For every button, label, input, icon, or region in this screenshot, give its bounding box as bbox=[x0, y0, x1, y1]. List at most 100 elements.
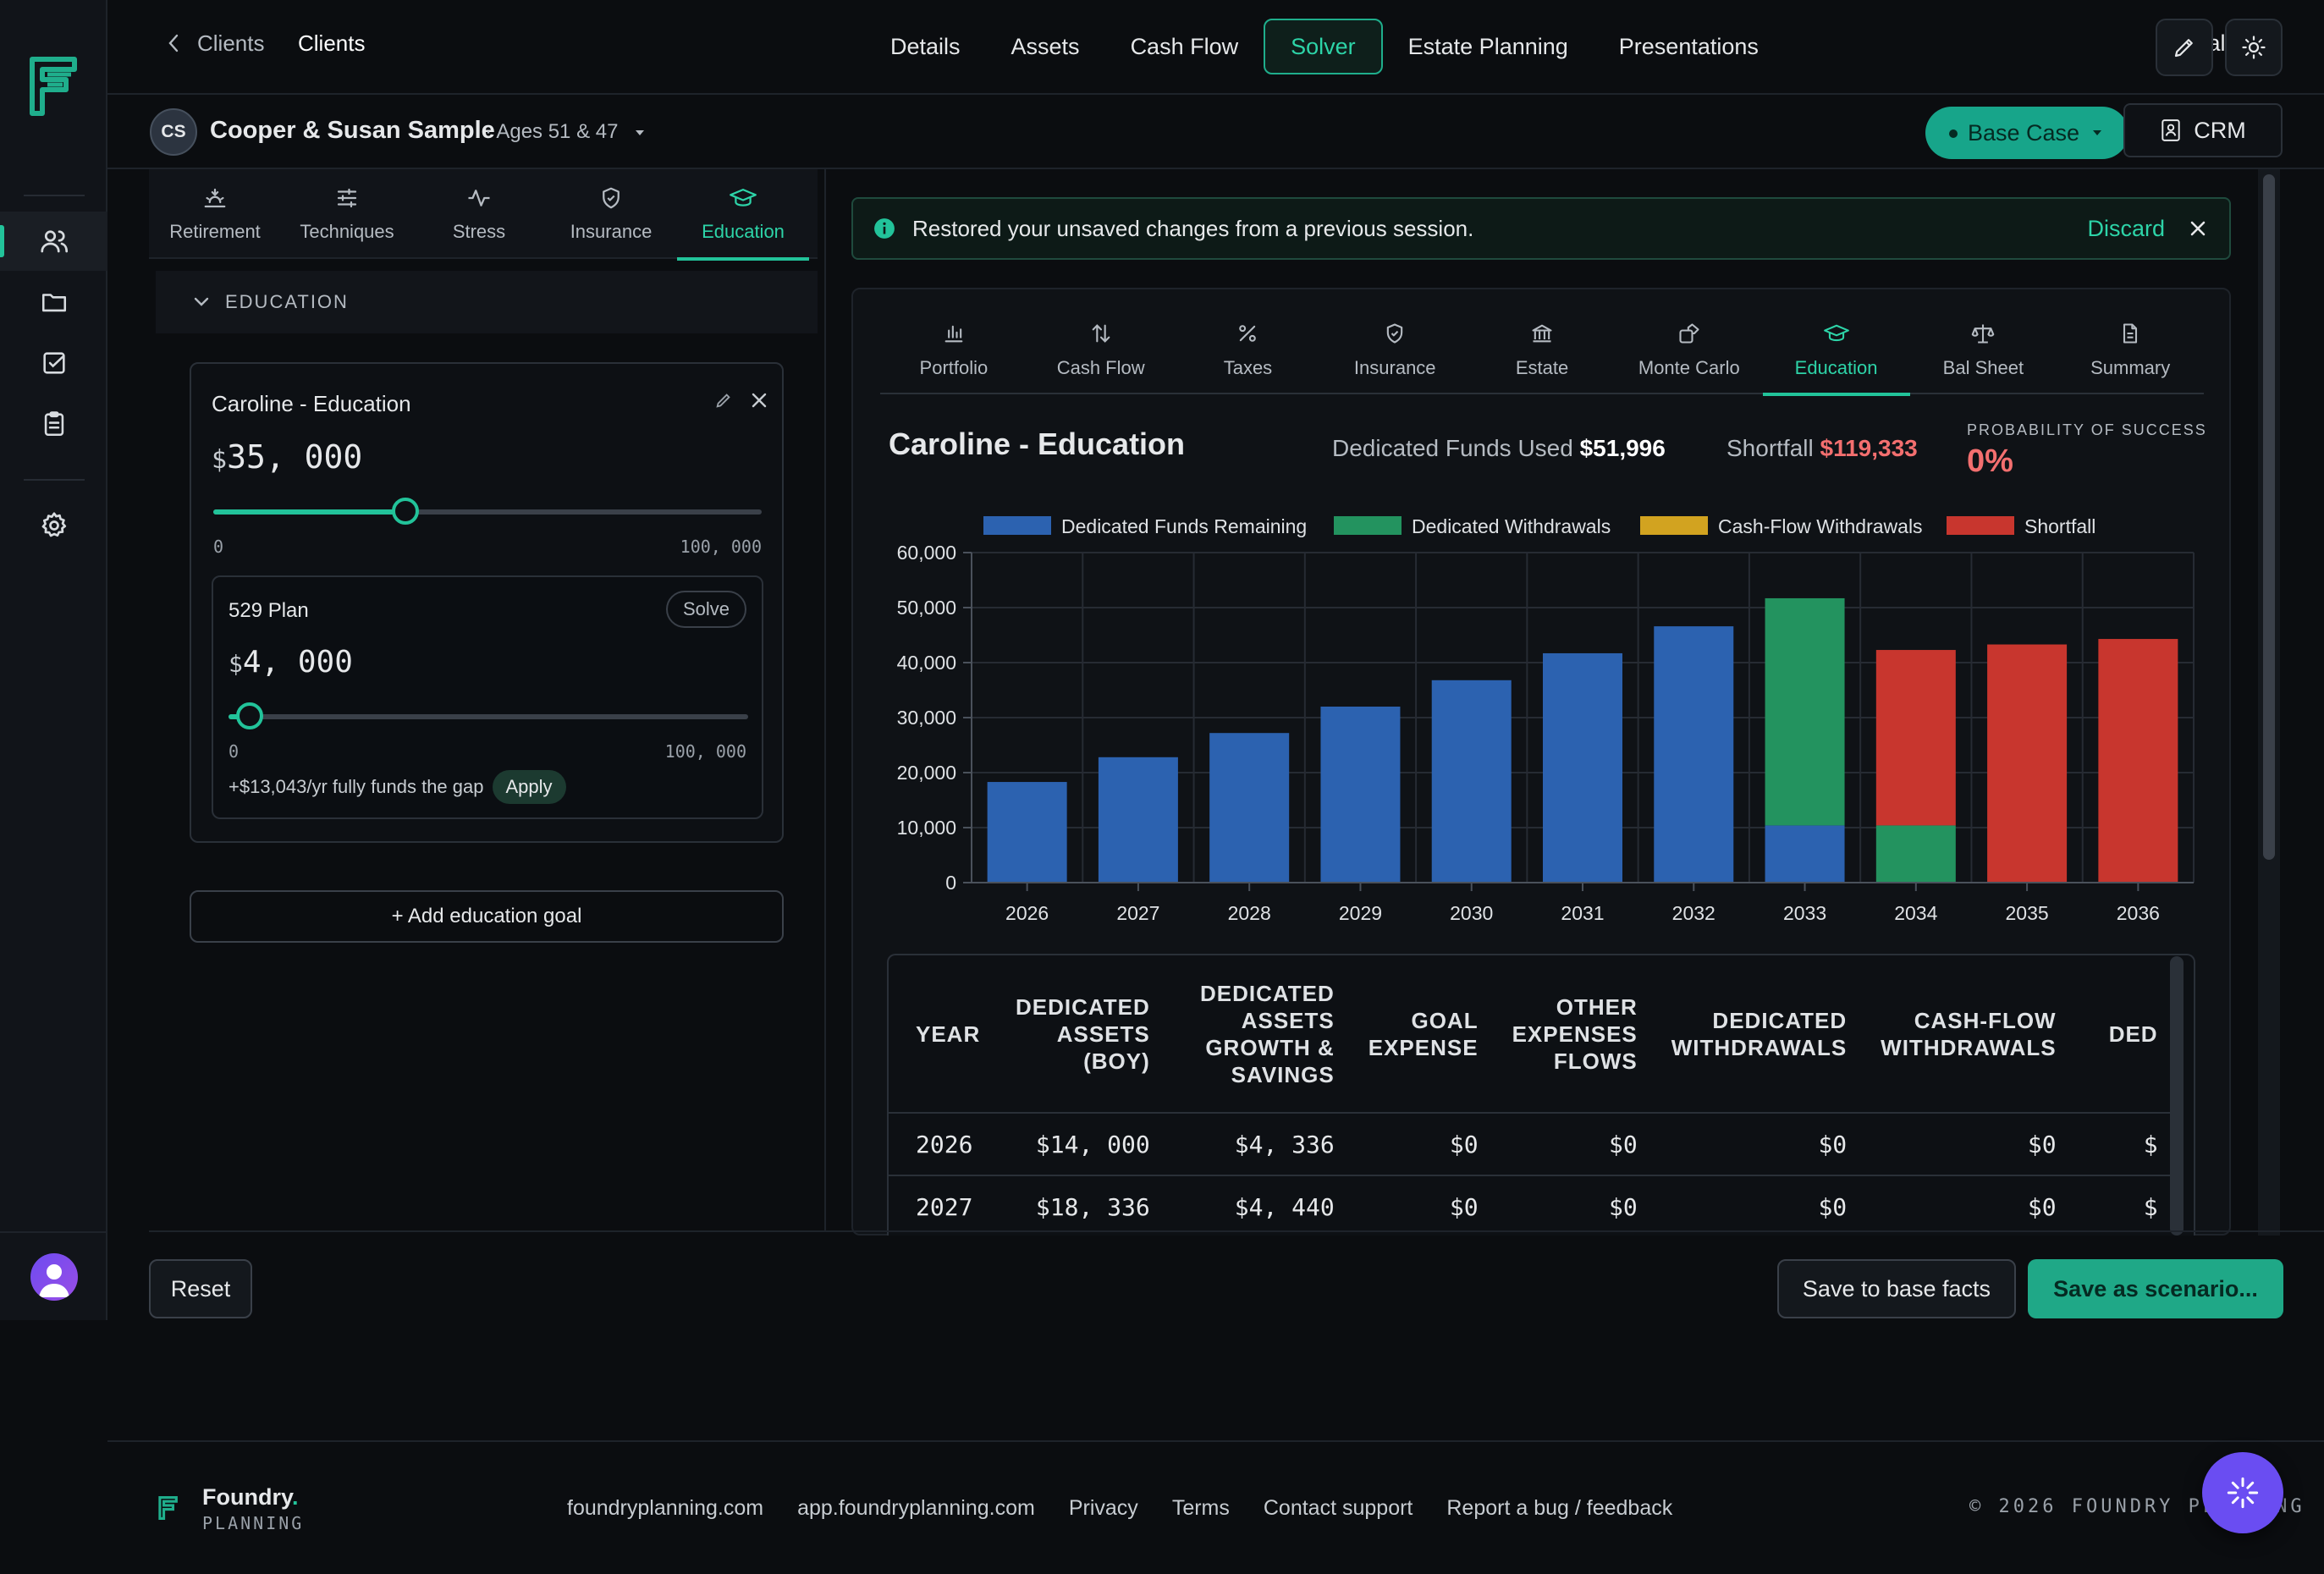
footer-link[interactable]: Report a bug / feedback bbox=[1446, 1496, 1673, 1520]
plan-amount: 4, 000 bbox=[242, 645, 353, 680]
site-footer: Foundry. PLANNING foundryplanning.com ap… bbox=[107, 1440, 2324, 1574]
goal-amount-slider[interactable] bbox=[213, 498, 762, 525]
goal-slider-thumb[interactable] bbox=[391, 498, 419, 525]
dedicated-funds-kpi: Dedicated Funds Used $51,996 bbox=[1332, 435, 1666, 462]
remove-goal-close-icon[interactable] bbox=[750, 391, 768, 410]
table-header-line: GOAL bbox=[1411, 1007, 1479, 1033]
result-tab-monte-carlo[interactable]: Monte Carlo bbox=[1616, 289, 1763, 394]
client-name[interactable]: Cooper & Susan Sample bbox=[210, 117, 495, 144]
table-cell: $ bbox=[2073, 1113, 2175, 1176]
result-tab-bal-sheet[interactable]: Bal Sheet bbox=[1909, 289, 2057, 394]
result-tab-estate[interactable]: Estate bbox=[1468, 289, 1616, 394]
edit-button[interactable] bbox=[2156, 19, 2213, 76]
panel-scrollbar-thumb[interactable] bbox=[2263, 174, 2275, 860]
tab-estate-planning[interactable]: Estate Planning bbox=[1407, 33, 1568, 59]
rail-files[interactable] bbox=[0, 272, 107, 332]
subtab-retirement[interactable]: Retirement bbox=[149, 169, 281, 259]
save-as-scenario-button[interactable]: Save as scenario... bbox=[2028, 1259, 2283, 1318]
table-header-cell[interactable]: DEDICATED WITHDRAWALS bbox=[1654, 955, 1864, 1114]
result-tab-portfolio[interactable]: Portfolio bbox=[880, 289, 1027, 394]
rail-settings[interactable] bbox=[0, 496, 107, 555]
dice-icon bbox=[1679, 323, 1699, 344]
table-header-cell[interactable]: DED bbox=[2073, 955, 2175, 1114]
rail-clients[interactable] bbox=[0, 212, 107, 271]
result-tab-taxes[interactable]: Taxes bbox=[1175, 289, 1322, 394]
goal-amount-field[interactable]: $35, 000 bbox=[212, 438, 362, 476]
table-header-cell[interactable]: GOAL EXPENSE bbox=[1351, 955, 1495, 1114]
crm-button[interactable]: CRM bbox=[2123, 103, 2283, 157]
plan-slider-thumb[interactable] bbox=[235, 702, 263, 729]
theme-toggle-button[interactable] bbox=[2225, 19, 2283, 76]
info-icon bbox=[874, 218, 895, 239]
footer-link[interactable]: Privacy bbox=[1068, 1496, 1138, 1520]
plan-amount-field[interactable]: $4, 000 bbox=[229, 645, 353, 680]
footer-brand-dot: . bbox=[291, 1484, 299, 1510]
bank-icon bbox=[1532, 324, 1552, 343]
goal-title: Caroline - Education bbox=[212, 391, 411, 416]
education-section-header[interactable]: EDUCATION bbox=[156, 271, 818, 333]
close-banner-icon[interactable] bbox=[2189, 219, 2207, 238]
table-header-cell[interactable]: YEAR bbox=[889, 955, 999, 1114]
table-cell: $0 bbox=[1351, 1113, 1495, 1176]
table-header-line: DEDICATED bbox=[1016, 993, 1150, 1020]
table-cell: $ bbox=[2073, 1175, 2175, 1236]
save-to-base-facts-button[interactable]: Save to base facts bbox=[1777, 1259, 2016, 1318]
back-chevron-icon[interactable] bbox=[167, 34, 180, 52]
scenario-select[interactable]: Base Case bbox=[1925, 107, 2129, 159]
bar-segment bbox=[1987, 644, 2068, 883]
table-scrollbar[interactable] bbox=[2170, 956, 2184, 1236]
apply-button[interactable]: Apply bbox=[492, 770, 566, 804]
legend-swatch bbox=[983, 516, 1051, 535]
table-header-line: EXPENSES bbox=[1512, 1021, 1638, 1047]
table-header-cell[interactable]: DEDICATED ASSETS GROWTH & SAVINGS bbox=[1166, 955, 1352, 1114]
subtab-insurance[interactable]: Insurance bbox=[545, 169, 677, 259]
footer-link[interactable]: foundryplanning.com bbox=[567, 1496, 764, 1520]
edit-goal-pencil-icon[interactable] bbox=[714, 391, 733, 410]
table-header-cell[interactable]: DEDICATED ASSETS (BOY) bbox=[999, 955, 1167, 1114]
tab-presentations[interactable]: Presentations bbox=[1618, 33, 1759, 59]
result-tab-summary[interactable]: Summary bbox=[2057, 289, 2204, 394]
result-tab-cash-flow[interactable]: Cash Flow bbox=[1027, 289, 1175, 394]
folder-icon bbox=[41, 294, 66, 312]
rail-tasks[interactable] bbox=[0, 333, 107, 393]
solve-button[interactable]: Solve bbox=[665, 591, 746, 628]
table-cell: 2026 bbox=[889, 1113, 999, 1176]
tab-details[interactable]: Details bbox=[890, 33, 961, 59]
footer-link[interactable]: app.foundryplanning.com bbox=[797, 1496, 1035, 1520]
subtab-stress[interactable]: Stress bbox=[413, 169, 545, 259]
left-rail bbox=[0, 0, 107, 1320]
client-menu-caret-icon[interactable] bbox=[634, 129, 646, 137]
discard-link[interactable]: Discard bbox=[2087, 216, 2165, 241]
table-header-cell[interactable]: OTHER EXPENSES FLOWS bbox=[1495, 955, 1655, 1114]
probability-of-success-value: 0% bbox=[1967, 443, 2013, 479]
table-header-cell[interactable]: CASH-FLOW WITHDRAWALS bbox=[1864, 955, 2073, 1114]
footer-link[interactable]: Contact support bbox=[1263, 1496, 1413, 1520]
subtab-education[interactable]: Education bbox=[677, 169, 809, 261]
foundry-logo-icon[interactable] bbox=[29, 56, 80, 117]
table-header-line: FLOWS bbox=[1553, 1048, 1638, 1074]
legend-label: Dedicated Withdrawals bbox=[1412, 515, 1611, 537]
subtab-techniques[interactable]: Techniques bbox=[281, 169, 413, 259]
tab-assets[interactable]: Assets bbox=[1011, 33, 1080, 59]
add-education-goal-button[interactable]: + Add education goal bbox=[190, 890, 784, 943]
result-tab-education[interactable]: Education bbox=[1762, 289, 1910, 396]
result-tab-insurance[interactable]: Insurance bbox=[1321, 289, 1468, 394]
y-tick-label: 60,000 bbox=[897, 542, 956, 564]
reset-button[interactable]: Reset bbox=[149, 1259, 252, 1318]
table-header-line: ASSETS bbox=[1241, 1007, 1335, 1033]
goal-slider-max: 100, 000 bbox=[680, 537, 762, 557]
user-avatar[interactable] bbox=[30, 1252, 78, 1301]
footer-link[interactable]: Terms bbox=[1171, 1496, 1230, 1520]
table-cell: $0 bbox=[1351, 1175, 1495, 1236]
result-tab-label: Cash Flow bbox=[1056, 357, 1145, 378]
x-tick-label: 2032 bbox=[1672, 902, 1715, 924]
panel-scrollbar[interactable] bbox=[2258, 169, 2280, 1236]
plan-amount-slider[interactable] bbox=[229, 702, 748, 729]
bar-segment bbox=[2098, 639, 2178, 883]
table-cell: $0 bbox=[1864, 1175, 2073, 1236]
breadcrumb-parent[interactable]: Clients bbox=[197, 30, 265, 56]
assistant-fab[interactable] bbox=[2202, 1452, 2283, 1533]
tab-solver[interactable]: Solver bbox=[1264, 19, 1383, 74]
rail-reports[interactable] bbox=[0, 394, 107, 454]
tab-cash-flow[interactable]: Cash Flow bbox=[1130, 33, 1239, 59]
